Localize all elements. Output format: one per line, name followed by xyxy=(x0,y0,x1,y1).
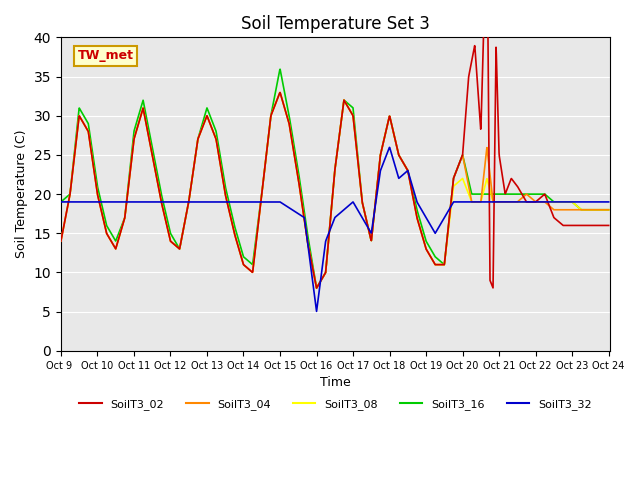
Legend: SoilT3_02, SoilT3_04, SoilT3_08, SoilT3_16, SoilT3_32: SoilT3_02, SoilT3_04, SoilT3_08, SoilT3_… xyxy=(75,395,596,414)
Title: Soil Temperature Set 3: Soil Temperature Set 3 xyxy=(241,15,430,33)
Text: TW_met: TW_met xyxy=(77,49,133,62)
Y-axis label: Soil Temperature (C): Soil Temperature (C) xyxy=(15,130,28,258)
X-axis label: Time: Time xyxy=(320,376,351,389)
